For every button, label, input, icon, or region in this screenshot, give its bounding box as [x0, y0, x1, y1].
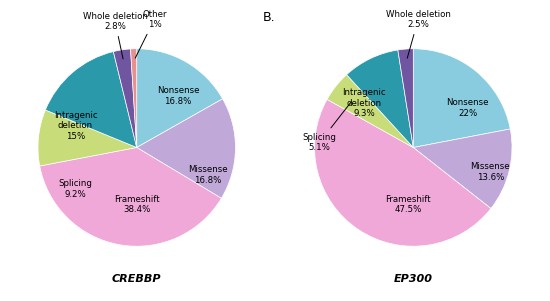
- Text: Missense
13.6%: Missense 13.6%: [470, 163, 510, 182]
- Text: EP300: EP300: [394, 274, 433, 284]
- Text: Splicing
5.1%: Splicing 5.1%: [302, 102, 351, 152]
- Wedge shape: [413, 49, 510, 147]
- Wedge shape: [398, 49, 413, 147]
- Text: Frameshift
47.5%: Frameshift 47.5%: [386, 195, 431, 214]
- Wedge shape: [413, 129, 512, 209]
- Wedge shape: [137, 49, 223, 147]
- Text: Frameshift
38.4%: Frameshift 38.4%: [114, 195, 160, 214]
- Text: Intragenic
deletion
15%: Intragenic deletion 15%: [54, 111, 97, 141]
- Wedge shape: [346, 50, 413, 147]
- Text: Splicing
9.2%: Splicing 9.2%: [58, 179, 92, 199]
- Text: B.: B.: [263, 11, 276, 24]
- Wedge shape: [113, 49, 137, 147]
- Wedge shape: [130, 49, 137, 147]
- Text: Whole deletion
2.5%: Whole deletion 2.5%: [386, 10, 450, 58]
- Text: Missense
16.8%: Missense 16.8%: [188, 166, 228, 185]
- Text: Intragenic
deletion
9.3%: Intragenic deletion 9.3%: [342, 88, 386, 118]
- Text: Other
1%: Other 1%: [135, 10, 167, 58]
- Wedge shape: [40, 147, 222, 246]
- Text: CREBBP: CREBBP: [112, 274, 162, 284]
- Text: Nonsense
22%: Nonsense 22%: [447, 98, 489, 118]
- Wedge shape: [327, 75, 413, 147]
- Wedge shape: [46, 51, 137, 147]
- Text: Whole deletion
2.8%: Whole deletion 2.8%: [82, 12, 147, 59]
- Text: Nonsense
16.8%: Nonsense 16.8%: [157, 86, 200, 106]
- Wedge shape: [38, 110, 137, 166]
- Wedge shape: [315, 99, 491, 246]
- Wedge shape: [137, 99, 235, 198]
